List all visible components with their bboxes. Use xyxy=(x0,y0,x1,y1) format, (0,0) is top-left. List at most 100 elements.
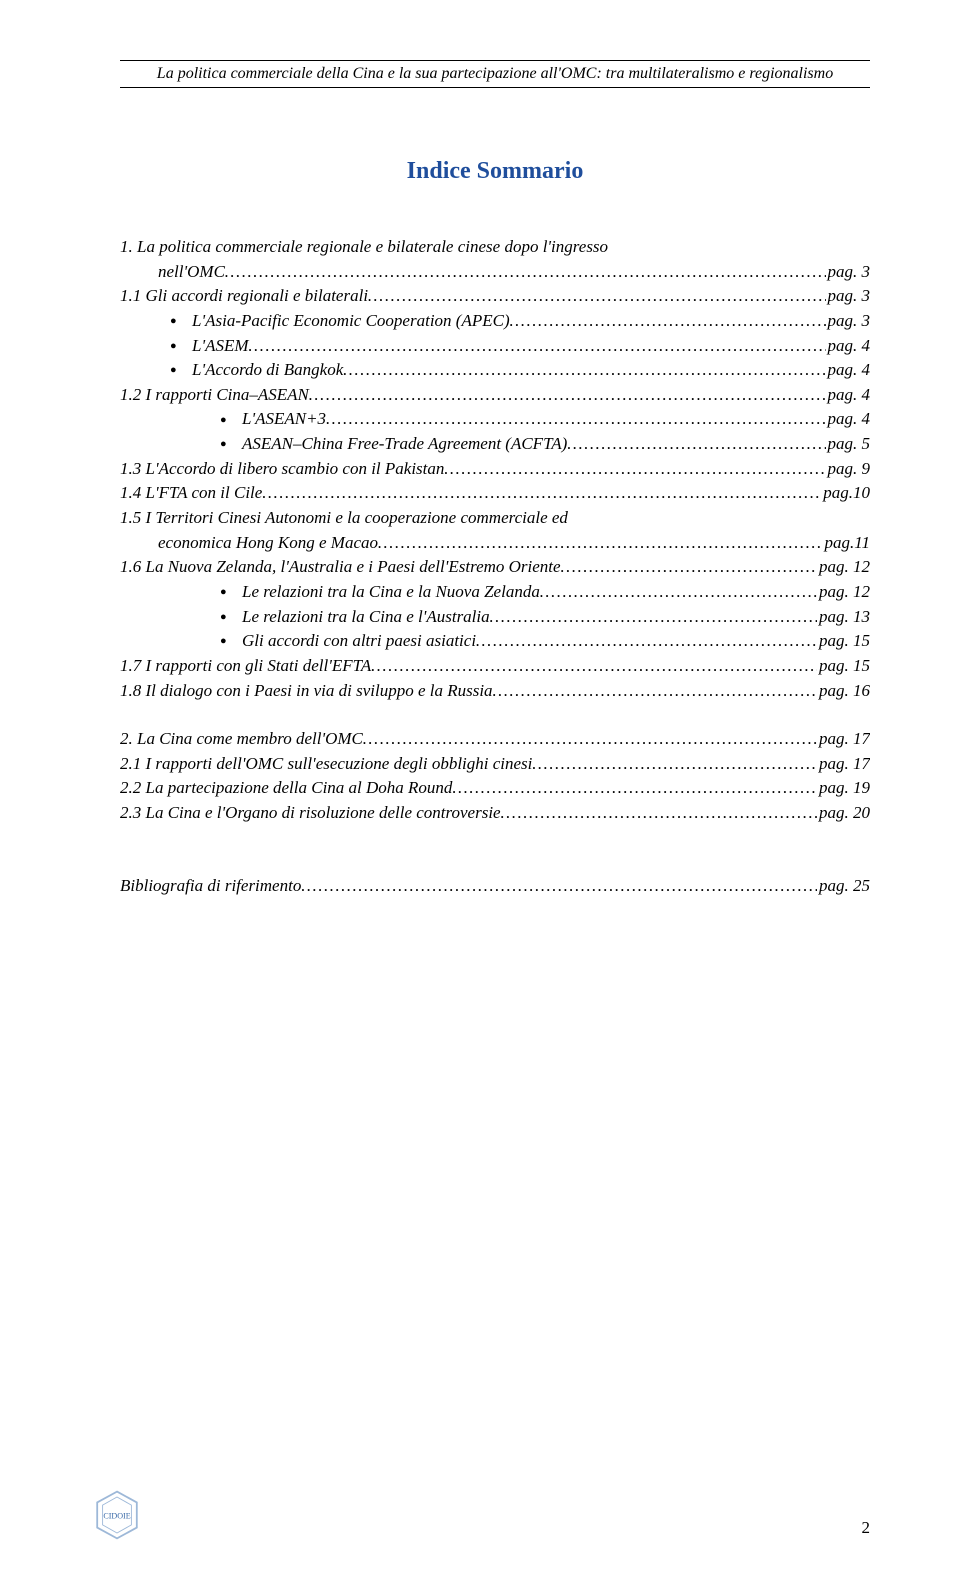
header-rule-top xyxy=(120,60,870,61)
toc-entry: ●Le relazioni tra la Cina e l'Australia p… xyxy=(120,605,870,630)
toc-dots xyxy=(309,383,826,408)
bullet-icon: ● xyxy=(220,634,242,650)
toc-section-2: 2. La Cina come membro dell'OMCpag. 172.… xyxy=(120,727,870,826)
page-number: 2 xyxy=(862,1518,871,1538)
toc-text: 2.2 La partecipazione della Cina al Doha… xyxy=(120,776,452,801)
bullet-icon: ● xyxy=(170,339,192,355)
toc-entry: 1.5 I Territori Cinesi Autonomi e la coo… xyxy=(120,506,870,531)
toc-page: pag. 13 xyxy=(817,605,870,630)
toc-text: ●Gli accordi con altri paesi asiatici xyxy=(220,629,476,654)
toc-text: ●L'ASEM xyxy=(170,334,249,359)
running-header: La politica commerciale della Cina e la … xyxy=(120,65,870,83)
toc-page: pag. 9 xyxy=(826,457,871,482)
toc-page: pag. 25 xyxy=(817,874,870,899)
cidoie-logo: CIDOIE xyxy=(90,1488,144,1542)
toc-page: pag. 3 xyxy=(826,284,871,309)
toc-text: 2.1 I rapporti dell'OMC sull'esecuzione … xyxy=(120,752,532,777)
toc-entry: ●L'Accordo di Bangkok pag. 4 xyxy=(120,358,870,383)
toc-text: 1. La politica commerciale regionale e b… xyxy=(120,235,608,260)
toc-entry: 1.1 Gli accordi regionali e bilaterali pa… xyxy=(120,284,870,309)
toc-text: 1.4 L'FTA con il Cile xyxy=(120,481,262,506)
bullet-icon: ● xyxy=(170,314,192,330)
toc-section-1: 1. La politica commerciale regionale e b… xyxy=(120,235,870,703)
toc-dots xyxy=(262,481,821,506)
toc-page: pag. 3 xyxy=(826,260,871,285)
toc-page: pag.10 xyxy=(821,481,870,506)
toc-text: 1.5 I Territori Cinesi Autonomi e la coo… xyxy=(120,506,568,531)
toc-entry: ●L'Asia-Pacific Economic Cooperation (AP… xyxy=(120,309,870,334)
toc-entry: ●Gli accordi con altri paesi asiatici pag… xyxy=(120,629,870,654)
toc-page: pag. 16 xyxy=(817,679,870,704)
toc-text: nell'OMC xyxy=(158,260,225,285)
toc-entry: 1.7 I rapporti con gli Stati dell'EFTA pa… xyxy=(120,654,870,679)
toc-dots xyxy=(444,457,825,482)
toc-text: Bibliografia di riferimento xyxy=(120,874,301,899)
toc-text: economica Hong Kong e Macao xyxy=(158,531,378,556)
toc-page: pag. 3 xyxy=(826,309,871,334)
bullet-icon: ● xyxy=(220,413,242,429)
toc-text: ●Le relazioni tra la Cina e la Nuova Zel… xyxy=(220,580,540,605)
toc-page: pag. 20 xyxy=(817,801,870,826)
toc-text: 1.1 Gli accordi regionali e bilaterali xyxy=(120,284,368,309)
toc-biblio: Bibliografia di riferimento pag. 25 xyxy=(120,874,870,899)
toc-text: ●L'Asia-Pacific Economic Cooperation (AP… xyxy=(170,309,510,334)
toc-entry-wrap: nell'OMC pag. 3 xyxy=(120,260,870,285)
toc-page: pag. 12 xyxy=(817,580,870,605)
toc-dots xyxy=(540,580,817,605)
toc-dots xyxy=(493,679,817,704)
toc-page: pag. 4 xyxy=(826,407,871,432)
toc-dots xyxy=(510,309,826,334)
toc-entry: 2.2 La partecipazione della Cina al Doha… xyxy=(120,776,870,801)
toc-text: 2. La Cina come membro dell'OMC xyxy=(120,727,363,752)
toc-entry: ●L'ASEAN+3pag. 4 xyxy=(120,407,870,432)
header-rule-bottom xyxy=(120,87,870,88)
toc-text: 1.3 L'Accordo di libero scambio con il P… xyxy=(120,457,444,482)
toc-page: pag. 15 xyxy=(817,654,870,679)
toc-dots xyxy=(363,727,817,752)
toc-entry: 2.1 I rapporti dell'OMC sull'esecuzione … xyxy=(120,752,870,777)
toc-dots xyxy=(490,605,817,630)
toc-text: 1.6 La Nuova Zelanda, l'Australia e i Pa… xyxy=(120,555,561,580)
bullet-icon: ● xyxy=(220,437,242,453)
toc-dots xyxy=(532,752,817,777)
logo-text: CIDOIE xyxy=(103,1512,130,1521)
toc-text: 1.2 I rapporti Cina–ASEAN xyxy=(120,383,309,408)
toc-entry: ●Le relazioni tra la Cina e la Nuova Zel… xyxy=(120,580,870,605)
toc-entry: ●ASEAN–China Free-Trade Agreement (ACFTA… xyxy=(120,432,870,457)
toc-text: 1.8 Il dialogo con i Paesi in via di svi… xyxy=(120,679,493,704)
toc-dots xyxy=(343,358,825,383)
toc-entry-wrap: economica Hong Kong e Macao pag.11 xyxy=(120,531,870,556)
toc-dots xyxy=(225,260,826,285)
toc-dots xyxy=(378,531,822,556)
toc-entry: 1. La politica commerciale regionale e b… xyxy=(120,235,870,260)
toc-entry: 1.8 Il dialogo con i Paesi in via di svi… xyxy=(120,679,870,704)
toc-dots xyxy=(561,555,817,580)
toc-entry: 1.4 L'FTA con il Cile pag.10 xyxy=(120,481,870,506)
toc-text: ●Le relazioni tra la Cina e l'Australia xyxy=(220,605,490,630)
toc-page: pag.11 xyxy=(823,531,871,556)
toc-entry: 1.3 L'Accordo di libero scambio con il P… xyxy=(120,457,870,482)
toc-text: ●ASEAN–China Free-Trade Agreement (ACFTA… xyxy=(220,432,567,457)
toc-entry: 1.2 I rapporti Cina–ASEAN pag. 4 xyxy=(120,383,870,408)
toc-page: pag. 4 xyxy=(826,383,871,408)
toc-dots xyxy=(371,654,817,679)
bullet-icon: ● xyxy=(220,585,242,601)
toc-dots xyxy=(301,874,817,899)
toc-page: pag. 4 xyxy=(826,334,871,359)
bullet-icon: ● xyxy=(220,610,242,626)
toc-dots xyxy=(476,629,817,654)
toc-text: 2.3 La Cina e l'Organo di risoluzione de… xyxy=(120,801,501,826)
toc-page: pag. 15 xyxy=(817,629,870,654)
toc-dots xyxy=(368,284,825,309)
toc-dots xyxy=(326,407,825,432)
toc-page: pag. 12 xyxy=(817,555,870,580)
toc-text: ●L'Accordo di Bangkok xyxy=(170,358,343,383)
toc-text: 1.7 I rapporti con gli Stati dell'EFTA xyxy=(120,654,371,679)
toc-entry: 2. La Cina come membro dell'OMCpag. 17 xyxy=(120,727,870,752)
toc-entry: 2.3 La Cina e l'Organo di risoluzione de… xyxy=(120,801,870,826)
toc-entry: ●L'ASEM pag. 4 xyxy=(120,334,870,359)
toc-dots xyxy=(567,432,825,457)
toc-page: pag. 4 xyxy=(826,358,871,383)
toc-entry: 1.6 La Nuova Zelanda, l'Australia e i Pa… xyxy=(120,555,870,580)
toc-page: pag. 17 xyxy=(817,752,870,777)
